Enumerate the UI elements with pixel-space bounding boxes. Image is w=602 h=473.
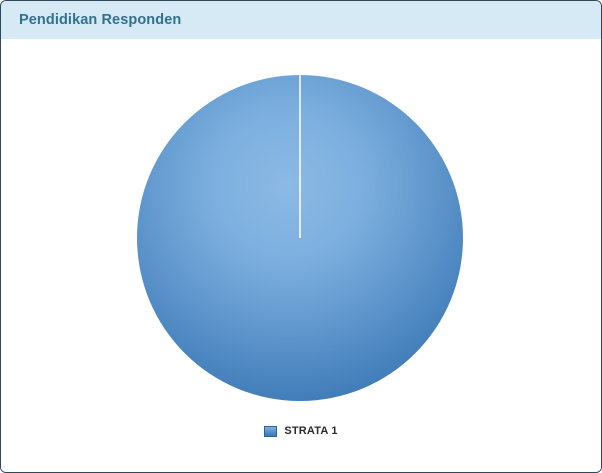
legend-item-label: STRATA 1 bbox=[284, 425, 338, 437]
chart-body: STRATA 1 bbox=[1, 39, 601, 472]
pie-chart-svg bbox=[137, 75, 463, 401]
card-header: Pendidikan Responden bbox=[1, 1, 601, 39]
pie-chart bbox=[1, 39, 601, 401]
page-title: Pendidikan Responden bbox=[19, 12, 182, 28]
chart-legend: STRATA 1 bbox=[1, 425, 601, 437]
legend-item-strata-1[interactable]: STRATA 1 bbox=[264, 425, 337, 437]
legend-color-swatch-icon bbox=[264, 425, 278, 437]
